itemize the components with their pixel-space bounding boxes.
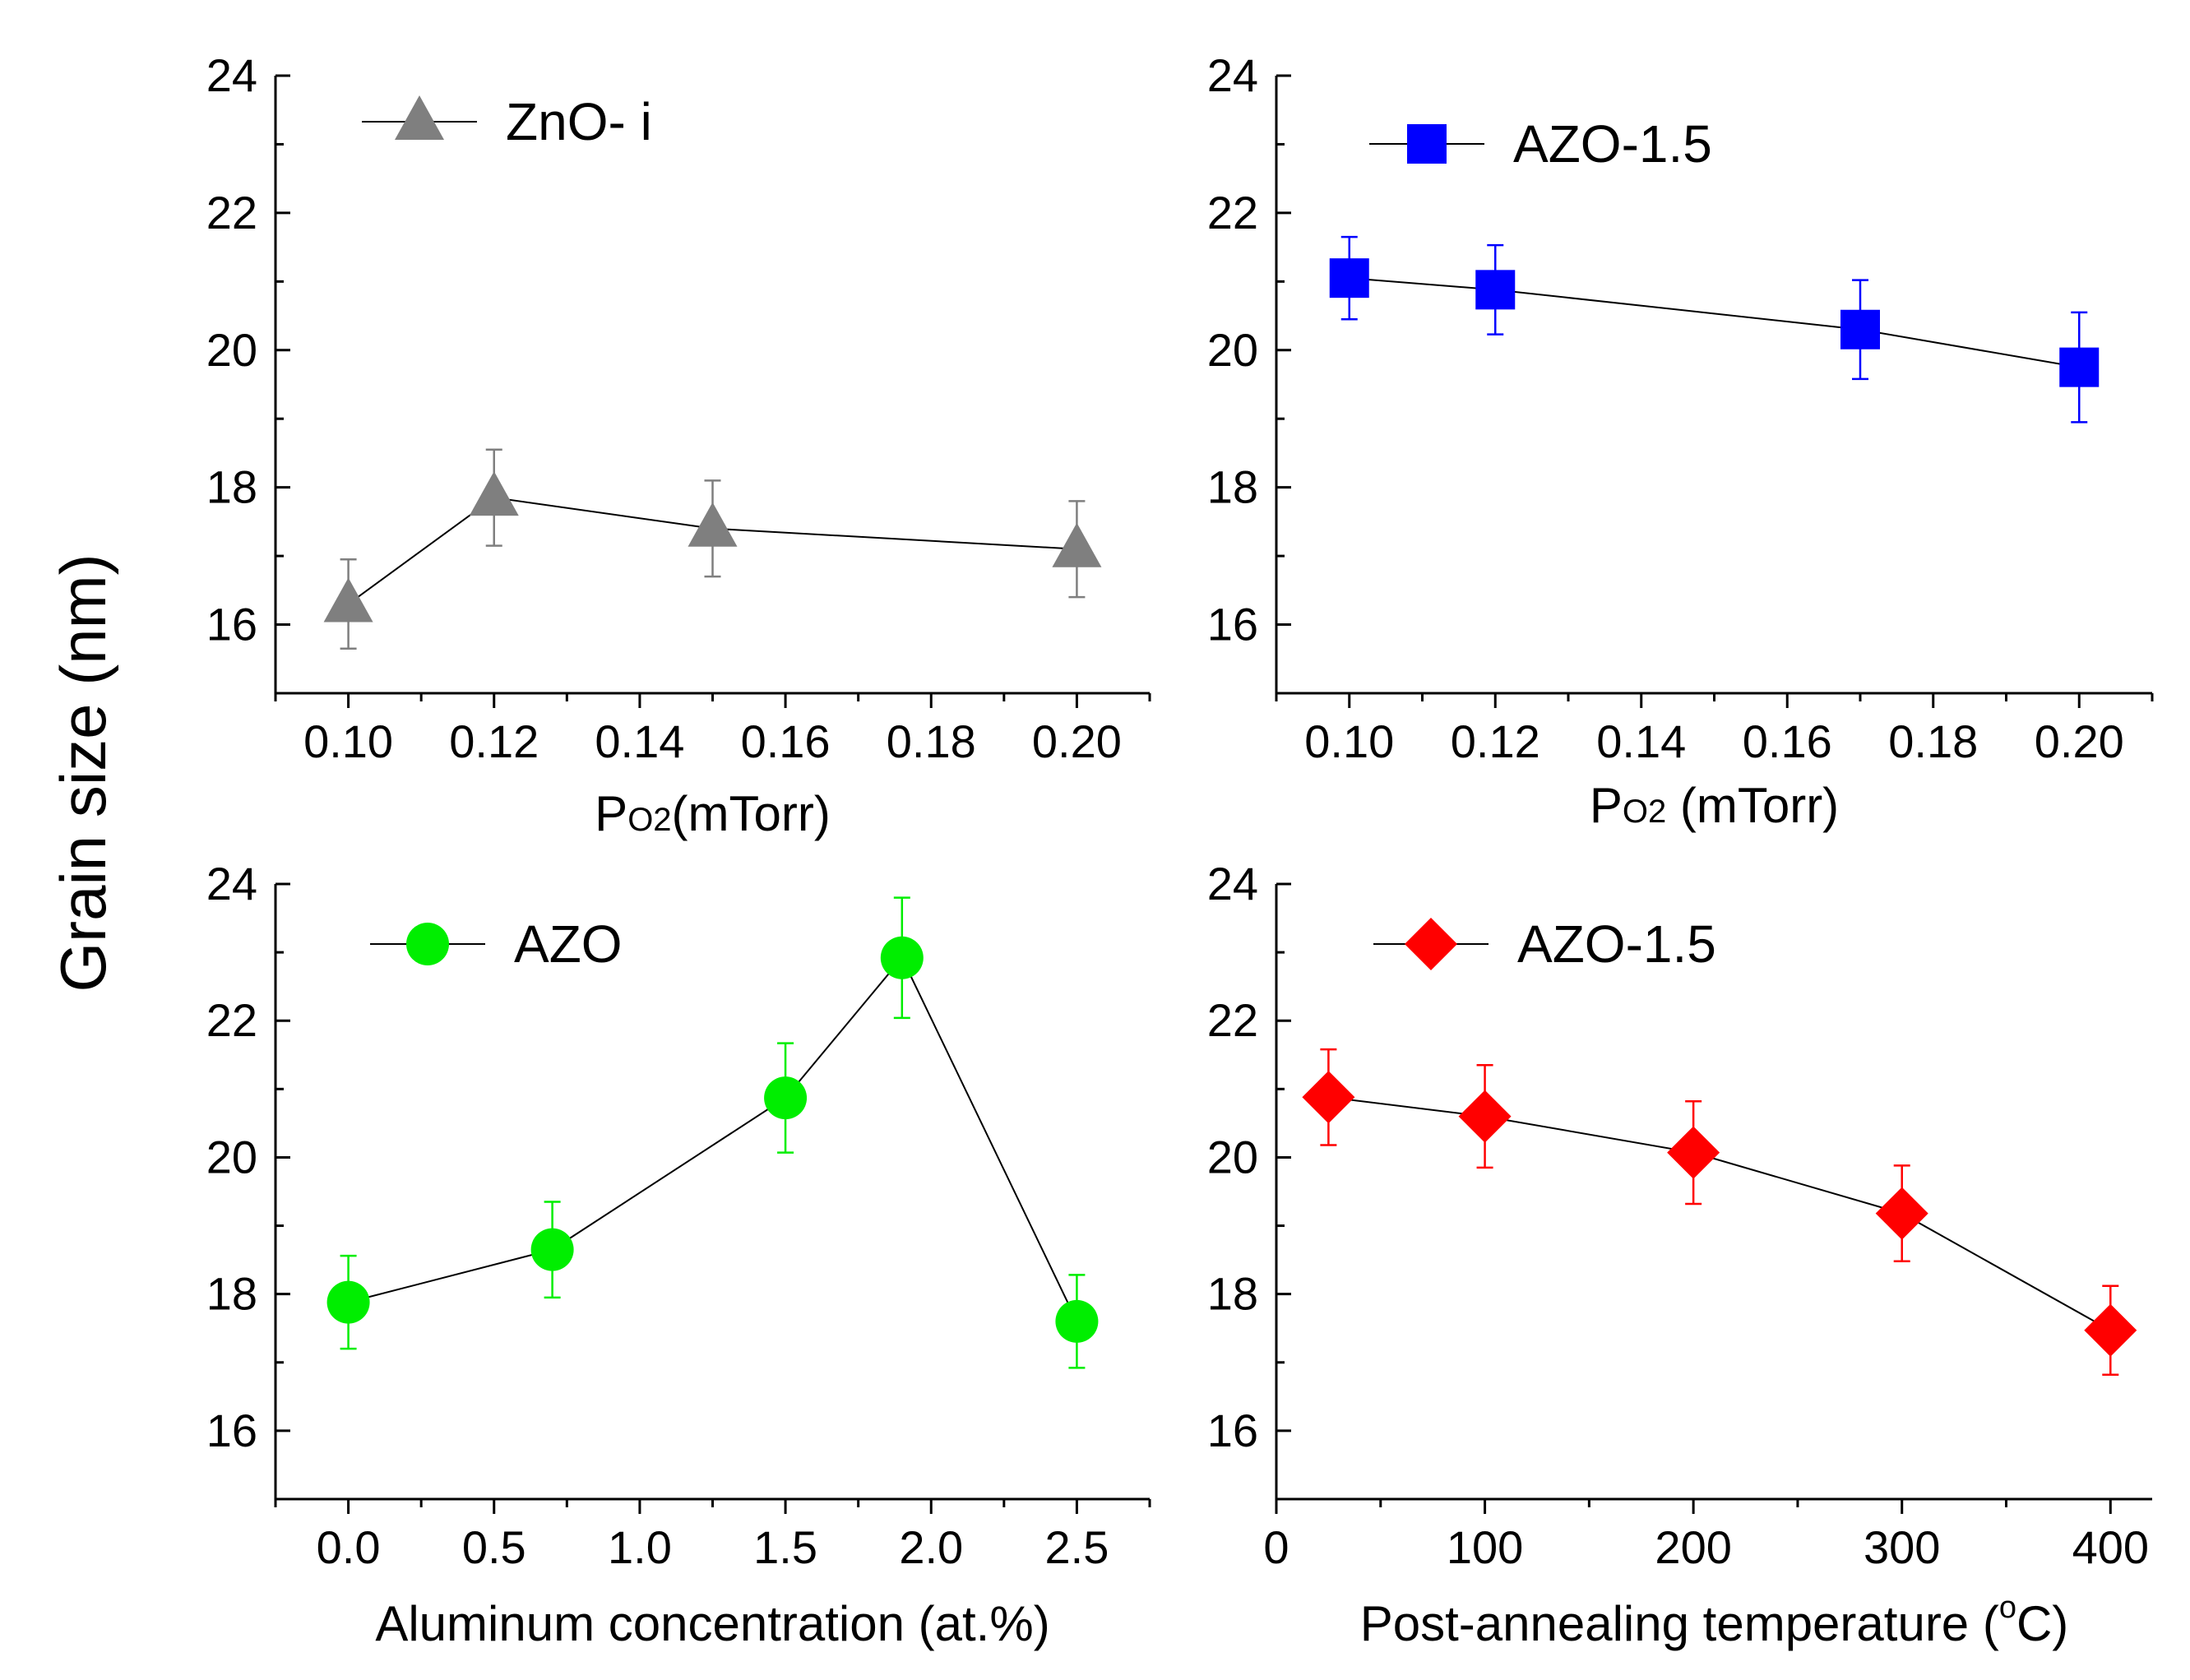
x-tick-label: 0.12: [449, 715, 539, 767]
x-tick-label: 0.5: [462, 1521, 526, 1573]
y-tick-label: 20: [206, 324, 257, 376]
x-tick-label: 0.20: [2035, 715, 2124, 767]
panel-azo-aluminum: 16 18 20 22 24 0.0 0.5 1.0 1.5 2.0 2.5 Aluminum con…: [206, 858, 1151, 1651]
x-tick-label: 100: [1447, 1521, 1523, 1573]
series-line: [347, 497, 1077, 605]
data-point: [530, 1228, 574, 1271]
data-point: [1840, 309, 1880, 349]
x-tick-label: 0.14: [595, 715, 684, 767]
x-tick-label: 400: [2072, 1521, 2149, 1573]
x-axis-title: PO2 (mTorr): [1590, 778, 1839, 833]
x-axis-title: Aluminum concentration (at.%): [375, 1596, 1049, 1651]
x-tick-label: 0.12: [1451, 715, 1540, 767]
x-axis-title: PO2(mTorr): [595, 786, 831, 841]
x-tick-label: 1.5: [753, 1521, 817, 1573]
x-axis-title-main: Post-annealing temperature (: [1360, 1596, 1999, 1651]
y-tick-label: 24: [206, 49, 257, 101]
x-tick-label: 2.0: [899, 1521, 963, 1573]
legend-label: AZO: [514, 914, 623, 974]
panel-zno-i: 16 18 20 22 24 0.10 0.12 0.14 0.16 0.18 0.20 PO2(mT…: [206, 49, 1151, 841]
series-line: [1328, 1096, 2111, 1331]
legend-marker: [406, 923, 449, 965]
y-tick-label: 22: [206, 994, 257, 1046]
x-tick-label: 0.16: [741, 715, 831, 767]
x-tick-label: 0.10: [303, 715, 393, 767]
series-line: [1349, 277, 2080, 368]
y-tick-label: 24: [1207, 858, 1258, 909]
data-point: [2059, 347, 2100, 387]
x-axis-title: Post-annealing temperature (oC): [1360, 1590, 2069, 1651]
legend-label: ZnO- i: [506, 92, 652, 151]
x-axis-title-rest: (mTorr): [672, 786, 831, 841]
panel-azo-1-5-po2: 16 18 20 22 24 0.10 0.12 0.14 0.16 0.18 0.20 PO2 (m…: [1207, 49, 2154, 833]
x-axis-title-main: P: [595, 786, 627, 841]
x-tick-label: 0.0: [317, 1521, 381, 1573]
x-axis-title-rest: C): [2016, 1596, 2068, 1651]
y-tick-label: 22: [1207, 994, 1258, 1046]
y-tick-label: 16: [1207, 1405, 1258, 1456]
legend-marker: [1405, 918, 1457, 970]
x-tick-label: 0.10: [1304, 715, 1394, 767]
data-point: [1475, 270, 1516, 310]
x-axis-title-superscript: o: [1999, 1590, 2016, 1625]
x-axis-title-main: P: [1590, 778, 1623, 833]
x-tick-label: 1.0: [608, 1521, 672, 1573]
x-tick-label: 0.18: [887, 715, 976, 767]
y-tick-label: 18: [206, 1268, 257, 1320]
x-tick-label: 200: [1655, 1521, 1731, 1573]
data-point: [1875, 1187, 1928, 1240]
x-axis-title-subscript: O2: [627, 802, 671, 838]
y-tick-label: 24: [206, 858, 257, 909]
data-point: [764, 1076, 808, 1120]
x-tick-label: 0.16: [1743, 715, 1832, 767]
x-tick-label: 0: [1263, 1521, 1289, 1573]
data-point: [1052, 522, 1102, 567]
x-tick-label: 0.14: [1596, 715, 1686, 767]
data-point: [326, 1280, 370, 1324]
y-tick-label: 16: [1207, 599, 1258, 650]
legend-marker: [395, 95, 444, 140]
y-tick-label: 20: [206, 1131, 257, 1182]
data-point: [688, 502, 738, 547]
legend-label: AZO-1.5: [1513, 114, 1712, 174]
data-point: [469, 471, 519, 516]
y-tick-label: 18: [1207, 461, 1258, 513]
x-axis-title-rest: (mTorr): [1666, 778, 1839, 833]
y-tick-label: 16: [206, 599, 257, 650]
y-tick-label: 18: [1207, 1268, 1258, 1320]
x-axis-title-subscript: O2: [1623, 794, 1666, 830]
y-tick-label: 22: [206, 187, 257, 238]
x-tick-label: 300: [1864, 1521, 1940, 1573]
x-tick-label: 0.20: [1032, 715, 1122, 767]
y-tick-label: 22: [1207, 187, 1258, 238]
data-point: [1458, 1090, 1512, 1143]
legend-marker: [1407, 124, 1447, 164]
data-point: [1302, 1071, 1355, 1124]
y-tick-label: 16: [206, 1405, 257, 1456]
x-tick-label: 0.18: [1888, 715, 1978, 767]
data-point: [2084, 1303, 2137, 1357]
y-tick-label: 18: [206, 461, 257, 513]
series-line: [348, 956, 1078, 1322]
data-point: [1667, 1126, 1720, 1179]
x-tick-label: 2.5: [1044, 1521, 1109, 1573]
y-tick-label: 20: [1207, 1131, 1258, 1182]
y-tick-label: 24: [1207, 49, 1258, 101]
y-tick-label: 20: [1207, 324, 1258, 376]
data-point: [880, 936, 924, 979]
y-axis-title: Grain size (nm): [47, 553, 119, 992]
data-point: [1329, 258, 1369, 299]
data-point: [323, 577, 373, 622]
legend-label: AZO-1.5: [1517, 914, 1716, 974]
data-point: [1055, 1299, 1099, 1343]
